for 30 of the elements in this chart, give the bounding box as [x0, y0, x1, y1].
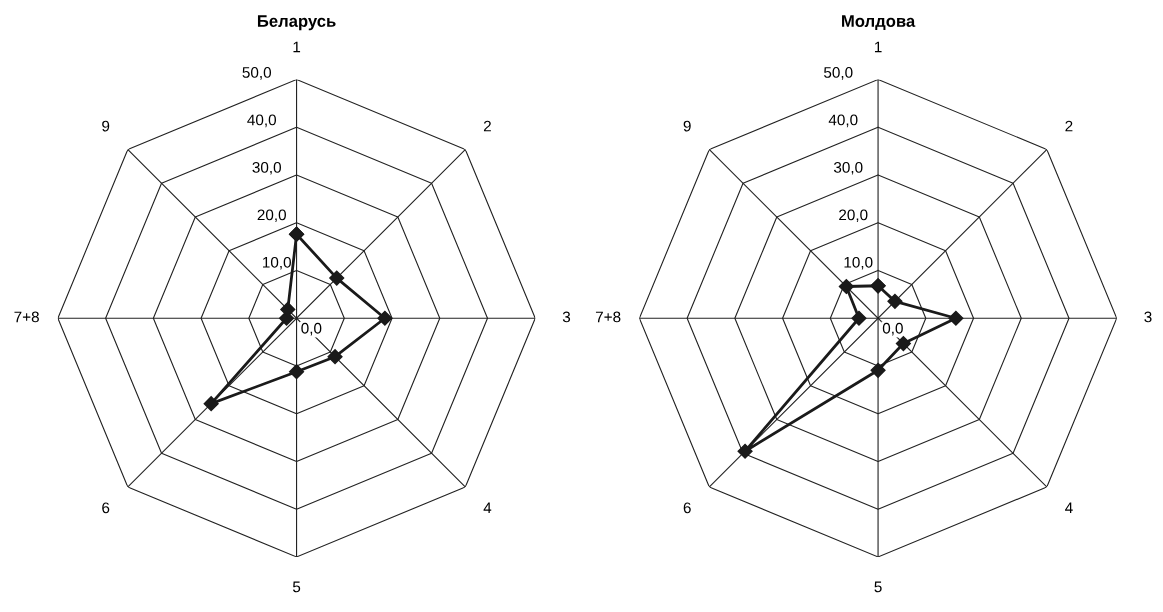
spoke-label: 4	[1065, 502, 1073, 514]
y-tick-label: 0,0	[882, 322, 903, 336]
y-tick-label: 10,0	[263, 256, 291, 270]
spoke-label: 5	[292, 581, 301, 593]
spoke-label: 2	[483, 120, 491, 132]
y-tick-label: 10,0	[844, 256, 873, 270]
y-tick-label: 30,0	[252, 161, 281, 175]
y-tick-label: 40,0	[247, 114, 277, 128]
spoke-label: 9	[102, 120, 110, 132]
y-tick-label: 20,0	[839, 209, 868, 223]
spoke-label: 7+8	[14, 311, 39, 323]
spoke-label: 3	[1144, 311, 1152, 323]
spoke-label: 7+8	[595, 311, 621, 323]
y-tick-label: 20,0	[257, 209, 286, 223]
y-tick-label: 30,0	[833, 161, 863, 175]
spoke-label: 1	[293, 41, 301, 53]
y-tick-label: 40,0	[828, 114, 858, 128]
y-tick-label: 0,0	[301, 322, 322, 336]
spoke-label: 6	[102, 502, 110, 514]
y-tick-label: 50,0	[242, 67, 272, 80]
chart-title: Молдова	[842, 15, 916, 31]
spoke-label: 3	[562, 311, 571, 323]
spoke-label: 2	[1065, 120, 1073, 132]
spoke-label: 6	[683, 502, 691, 514]
y-tick-label: 50,0	[824, 67, 853, 80]
spoke-label: 5	[874, 581, 882, 593]
spoke-label: 9	[683, 120, 691, 132]
spoke-label: 1	[874, 41, 882, 53]
chart-title: Беларусь	[257, 15, 336, 31]
spoke-label: 4	[483, 502, 492, 514]
